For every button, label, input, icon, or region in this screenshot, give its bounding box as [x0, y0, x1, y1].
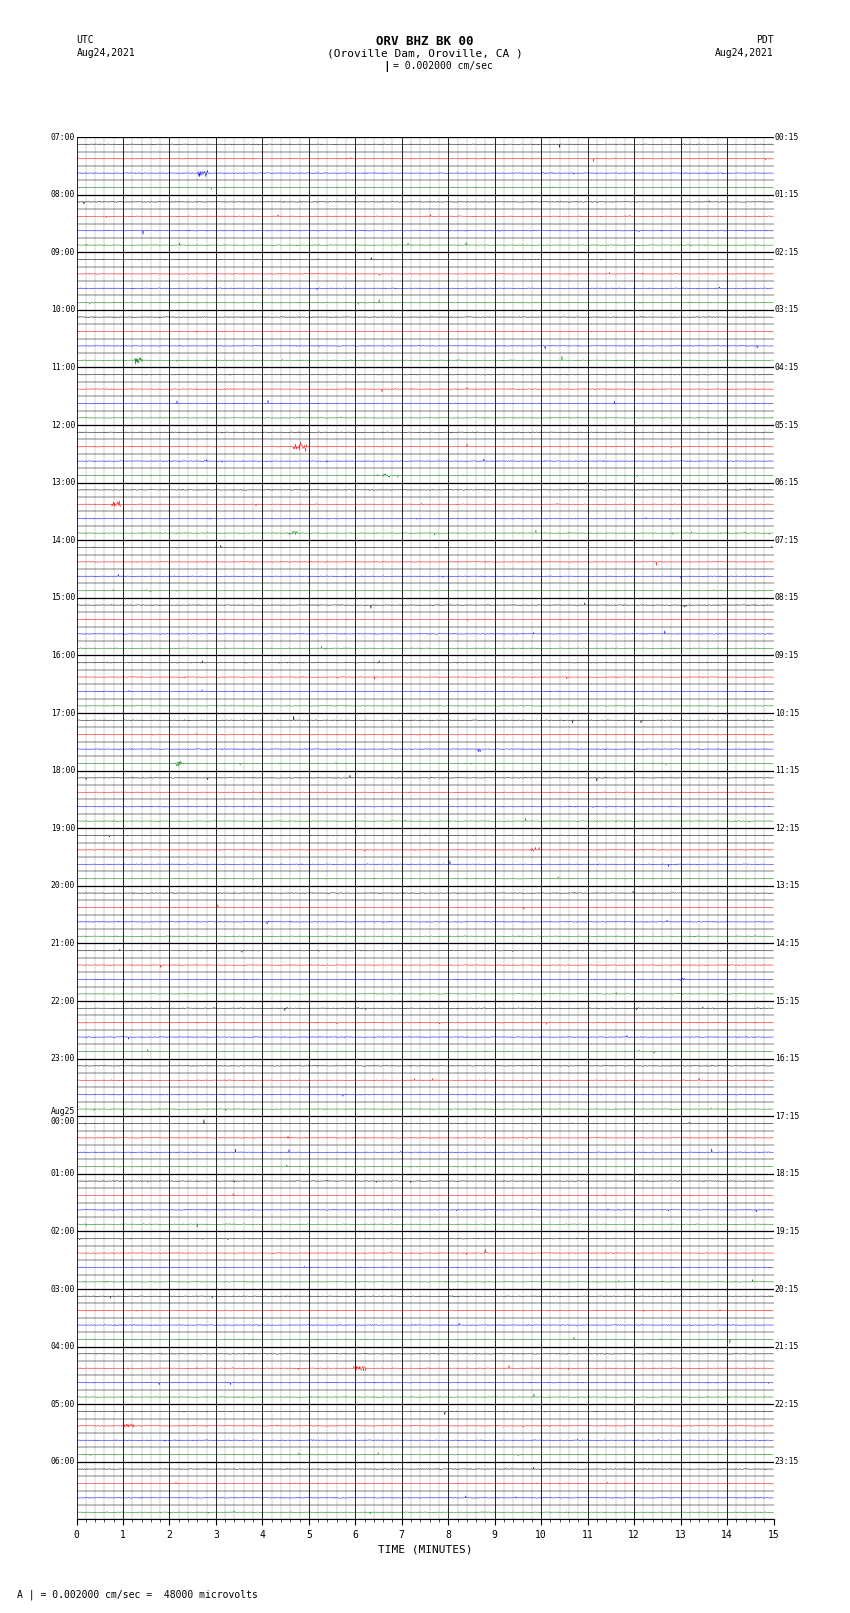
- Text: 05:15: 05:15: [775, 421, 799, 429]
- Text: 12:15: 12:15: [775, 824, 799, 832]
- Text: (Oroville Dam, Oroville, CA ): (Oroville Dam, Oroville, CA ): [327, 48, 523, 58]
- Text: 09:00: 09:00: [51, 248, 75, 256]
- Text: 14:15: 14:15: [775, 939, 799, 948]
- Text: |: |: [383, 61, 390, 73]
- Text: 20:15: 20:15: [775, 1284, 799, 1294]
- Text: 01:00: 01:00: [51, 1169, 75, 1179]
- Text: 10:00: 10:00: [51, 305, 75, 315]
- Text: 15:15: 15:15: [775, 997, 799, 1005]
- Text: 03:00: 03:00: [51, 1284, 75, 1294]
- Text: Aug24,2021: Aug24,2021: [715, 48, 774, 58]
- Text: 20:00: 20:00: [51, 881, 75, 890]
- Text: 04:15: 04:15: [775, 363, 799, 373]
- X-axis label: TIME (MINUTES): TIME (MINUTES): [377, 1544, 473, 1553]
- Text: A | = 0.002000 cm/sec =  48000 microvolts: A | = 0.002000 cm/sec = 48000 microvolts: [17, 1589, 258, 1600]
- Text: PDT: PDT: [756, 35, 774, 45]
- Text: 01:15: 01:15: [775, 190, 799, 198]
- Text: 06:00: 06:00: [51, 1458, 75, 1466]
- Text: 17:15: 17:15: [775, 1111, 799, 1121]
- Text: 21:15: 21:15: [775, 1342, 799, 1352]
- Text: UTC: UTC: [76, 35, 94, 45]
- Text: Aug25
00:00: Aug25 00:00: [51, 1107, 75, 1126]
- Text: 11:15: 11:15: [775, 766, 799, 776]
- Text: 07:00: 07:00: [51, 132, 75, 142]
- Text: 18:15: 18:15: [775, 1169, 799, 1179]
- Text: 08:00: 08:00: [51, 190, 75, 198]
- Text: 02:00: 02:00: [51, 1227, 75, 1236]
- Text: 16:15: 16:15: [775, 1055, 799, 1063]
- Text: 02:15: 02:15: [775, 248, 799, 256]
- Text: 10:15: 10:15: [775, 708, 799, 718]
- Text: Aug24,2021: Aug24,2021: [76, 48, 135, 58]
- Text: 05:00: 05:00: [51, 1400, 75, 1408]
- Text: 09:15: 09:15: [775, 652, 799, 660]
- Text: 07:15: 07:15: [775, 536, 799, 545]
- Text: 14:00: 14:00: [51, 536, 75, 545]
- Text: 06:15: 06:15: [775, 477, 799, 487]
- Text: 18:00: 18:00: [51, 766, 75, 776]
- Text: 23:00: 23:00: [51, 1055, 75, 1063]
- Text: 17:00: 17:00: [51, 708, 75, 718]
- Text: 04:00: 04:00: [51, 1342, 75, 1352]
- Text: 16:00: 16:00: [51, 652, 75, 660]
- Text: 13:00: 13:00: [51, 477, 75, 487]
- Text: 11:00: 11:00: [51, 363, 75, 373]
- Text: 22:15: 22:15: [775, 1400, 799, 1408]
- Text: 00:15: 00:15: [775, 132, 799, 142]
- Text: = 0.002000 cm/sec: = 0.002000 cm/sec: [393, 61, 493, 71]
- Text: ORV BHZ BK 00: ORV BHZ BK 00: [377, 35, 473, 48]
- Text: 12:00: 12:00: [51, 421, 75, 429]
- Text: 21:00: 21:00: [51, 939, 75, 948]
- Text: 19:00: 19:00: [51, 824, 75, 832]
- Text: 19:15: 19:15: [775, 1227, 799, 1236]
- Text: 03:15: 03:15: [775, 305, 799, 315]
- Text: 08:15: 08:15: [775, 594, 799, 602]
- Text: 22:00: 22:00: [51, 997, 75, 1005]
- Text: 15:00: 15:00: [51, 594, 75, 602]
- Text: 23:15: 23:15: [775, 1458, 799, 1466]
- Text: 13:15: 13:15: [775, 881, 799, 890]
